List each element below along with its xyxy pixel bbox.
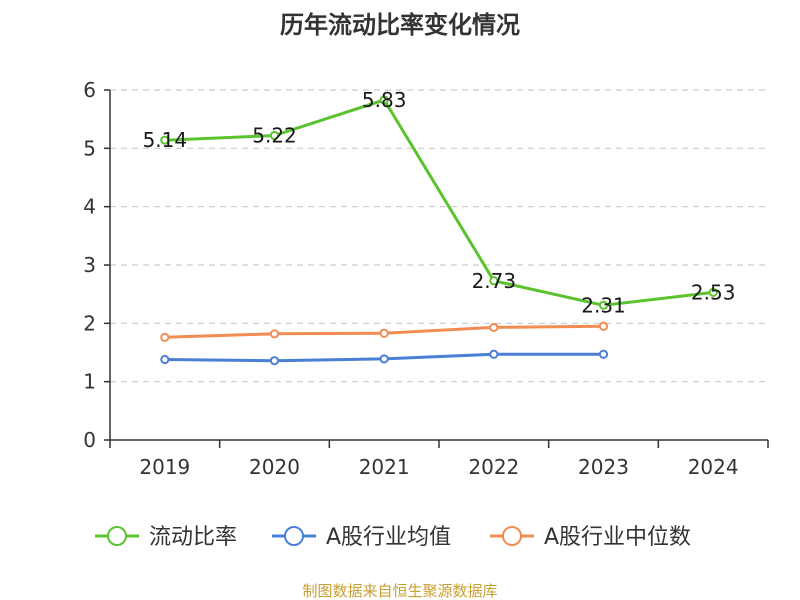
- series-point-2: [160, 332, 170, 342]
- x-tick-label: 2019: [139, 455, 190, 479]
- series-line-0: [164, 98, 714, 307]
- y-tick-label: 6: [83, 78, 96, 102]
- series-point-0: [708, 287, 718, 298]
- data-label: 2.31: [581, 293, 626, 317]
- source-note: 制图数据来自恒生聚源数据库: [302, 582, 497, 600]
- series-point-2: [379, 328, 389, 338]
- series-point-2: [269, 329, 280, 339]
- series-point-0: [379, 95, 389, 105]
- data-labels: 5.14 5.22 5.83 2.73 2.31 2.53: [143, 88, 736, 317]
- legend-label: 流动比率: [149, 525, 237, 550]
- series-point-1: [489, 349, 499, 359]
- data-label: 5.83: [362, 88, 407, 112]
- legend-marker-1: [284, 526, 304, 546]
- axes: 0 1 2 3 4 5 6 2019 2020 2021 2022 2023 2024: [83, 78, 769, 479]
- series-point-0: [269, 130, 280, 141]
- legend-label: A股行业均值: [326, 525, 451, 550]
- data-label: 2.53: [691, 280, 736, 304]
- legend-marker-2: [502, 526, 522, 546]
- series-group: [160, 95, 718, 366]
- series-point-0: [489, 276, 499, 286]
- series-point-2: [489, 322, 499, 333]
- x-tick-label: 2024: [688, 455, 739, 479]
- x-tick-label: 2023: [578, 455, 629, 479]
- legend: 流动比率 A股行业均值 A股行业中位数: [95, 525, 691, 550]
- legend-marker-0: [107, 526, 127, 546]
- y-tick-label: 5: [83, 136, 96, 160]
- y-tick-label: 3: [83, 253, 96, 277]
- y-tick-label: 0: [83, 428, 96, 452]
- series-point-1: [160, 354, 170, 365]
- series-point-2: [598, 321, 609, 331]
- x-tick-label: 2022: [468, 455, 519, 479]
- y-tick-label: 4: [83, 195, 96, 219]
- data-label: 2.73: [472, 269, 517, 293]
- chart-title: 历年流动比率变化情况: [280, 11, 520, 39]
- series-point-1: [269, 356, 280, 366]
- series-point-0: [160, 135, 170, 145]
- data-label: 5.14: [143, 128, 188, 152]
- x-tick-label: 2020: [249, 455, 300, 479]
- series-point-1: [598, 349, 609, 359]
- y-tick-label: 2: [83, 311, 96, 335]
- data-label: 5.22: [252, 124, 297, 148]
- y-tick-label: 1: [83, 370, 96, 394]
- x-tick-label: 2021: [359, 455, 410, 479]
- legend-label: A股行业中位数: [544, 525, 691, 550]
- series-point-0: [598, 300, 609, 310]
- series-point-1: [379, 354, 389, 364]
- grid-lines: [110, 89, 768, 383]
